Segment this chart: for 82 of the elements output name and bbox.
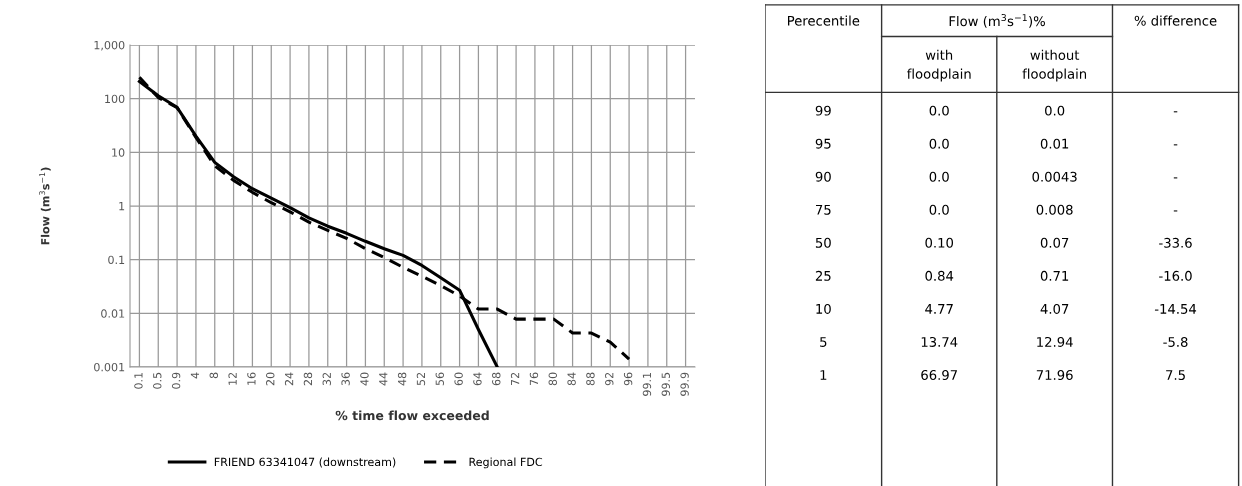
y-tick-label: 0.001 bbox=[94, 362, 125, 372]
x-tick-label: 0.1 bbox=[134, 372, 143, 389]
y-tick-label: 0.1 bbox=[108, 255, 125, 265]
x-tick-label: 96 bbox=[623, 372, 633, 386]
text: 90 bbox=[815, 171, 831, 182]
x-tick-label: 56 bbox=[435, 372, 444, 386]
text: -14.54 bbox=[1154, 304, 1197, 314]
text: 0.0043 bbox=[1032, 171, 1077, 182]
y-tick-label: 100 bbox=[105, 94, 125, 104]
text: 75 bbox=[816, 204, 831, 215]
text: 95 bbox=[815, 138, 831, 149]
text: - bbox=[1173, 210, 1178, 212]
text: - bbox=[1173, 111, 1178, 113]
x-tick-label: 36 bbox=[341, 372, 350, 386]
text: 5 bbox=[820, 337, 827, 347]
x-tick-label: 99.1 bbox=[642, 372, 652, 396]
text: 7.5 bbox=[1166, 370, 1185, 380]
text: 71.96 bbox=[1036, 370, 1073, 380]
text: 10 bbox=[816, 303, 831, 314]
text: 0.10 bbox=[925, 237, 954, 248]
x-tick-label: 80 bbox=[548, 372, 557, 386]
x-tick-label: 84 bbox=[567, 372, 576, 386]
x-axis-title: % time flow exceeded bbox=[335, 410, 489, 421]
text: -16.0 bbox=[1159, 270, 1192, 281]
x-tick-label: 0.5 bbox=[153, 372, 162, 389]
text: 25 bbox=[815, 270, 831, 281]
y-tick-label: 0.01 bbox=[101, 309, 125, 318]
text: 1 bbox=[820, 370, 827, 380]
text: - bbox=[1173, 177, 1178, 179]
x-tick-label: 99.9 bbox=[680, 372, 689, 396]
x-tick-label: 48 bbox=[397, 372, 407, 386]
legend-label: FRIEND 63341047 (downstream) bbox=[214, 457, 396, 468]
x-tick-label: 44 bbox=[379, 372, 388, 386]
x-tick-label: 40 bbox=[360, 372, 369, 386]
x-tick-label: 72 bbox=[510, 372, 520, 386]
text: 13.74 bbox=[921, 336, 958, 347]
text: 0.01 bbox=[1040, 138, 1069, 149]
y-tick-label: 10 bbox=[112, 148, 125, 157]
text: 0.008 bbox=[1036, 204, 1073, 215]
text: 0.0 bbox=[929, 204, 949, 215]
text: Flow (m$^{3}$s$^{−1}$)% bbox=[949, 14, 1045, 28]
text: - bbox=[1173, 144, 1178, 146]
x-tick-label: 8 bbox=[209, 372, 218, 379]
text: -5.8 bbox=[1163, 336, 1188, 347]
x-tick-label: 20 bbox=[266, 372, 275, 386]
x-tick-label: 24 bbox=[284, 372, 294, 386]
text: 0.84 bbox=[925, 270, 954, 281]
text: 4.07 bbox=[1040, 303, 1069, 314]
x-tick-label: 16 bbox=[247, 372, 256, 385]
text: with floodplain bbox=[907, 49, 971, 82]
x-tick-label: 12 bbox=[228, 372, 237, 385]
text: 4.77 bbox=[925, 304, 953, 314]
text: -33.6 bbox=[1159, 237, 1192, 248]
x-tick-label: 60 bbox=[454, 372, 463, 386]
text: 0.71 bbox=[1040, 270, 1069, 281]
x-tick-label: 0.9 bbox=[171, 372, 181, 389]
x-tick-label: 99.5 bbox=[661, 372, 670, 396]
text: 50 bbox=[815, 237, 831, 248]
text: without floodplain bbox=[1022, 49, 1087, 82]
text: 0.0 bbox=[929, 105, 949, 116]
x-tick-label: 64 bbox=[473, 372, 482, 386]
text: 0.0 bbox=[929, 138, 949, 149]
x-tick-label: 88 bbox=[586, 372, 595, 386]
text: % difference bbox=[1134, 15, 1217, 26]
y-tick-label: 1 bbox=[119, 202, 125, 211]
x-tick-label: 92 bbox=[605, 372, 614, 386]
x-tick-label: 32 bbox=[322, 372, 331, 386]
y-tick-label: 1,000 bbox=[94, 40, 125, 51]
x-tick-label: 76 bbox=[529, 372, 539, 386]
x-tick-label: 4 bbox=[190, 372, 199, 379]
text: 66.97 bbox=[921, 370, 957, 380]
text: 0.0 bbox=[929, 171, 949, 182]
text: 0.0 bbox=[1045, 105, 1065, 116]
legend-label: Regional FDC bbox=[469, 457, 543, 469]
x-tick-label: 52 bbox=[416, 372, 426, 386]
text: 99 bbox=[815, 105, 831, 116]
text: Perecentile bbox=[788, 15, 860, 26]
text: 0.07 bbox=[1040, 237, 1069, 248]
x-tick-label: 68 bbox=[492, 372, 501, 386]
x-tick-label: 28 bbox=[303, 372, 313, 386]
text: 12.94 bbox=[1037, 336, 1073, 347]
y-axis-title: Flow (m$^{3}$s$^{−1}$) bbox=[39, 167, 51, 245]
